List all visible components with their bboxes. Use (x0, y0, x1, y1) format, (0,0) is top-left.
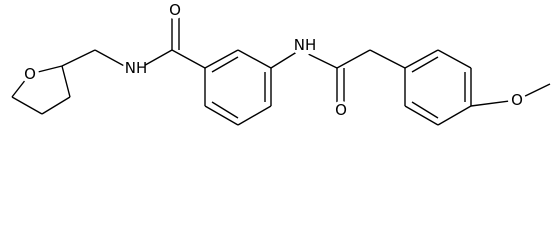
molecule-diagram: O NH O NH O O (11, 1, 551, 126)
atom-label: O (335, 101, 347, 119)
bonds (11, 10, 551, 126)
atom-labels: O NH O NH O O (21, 1, 526, 119)
atom-label: O (24, 65, 36, 83)
atom-label: O (511, 91, 523, 109)
atom-label: NH (125, 59, 148, 77)
atom-label: O (169, 1, 181, 19)
atom-label: NH (294, 36, 317, 54)
